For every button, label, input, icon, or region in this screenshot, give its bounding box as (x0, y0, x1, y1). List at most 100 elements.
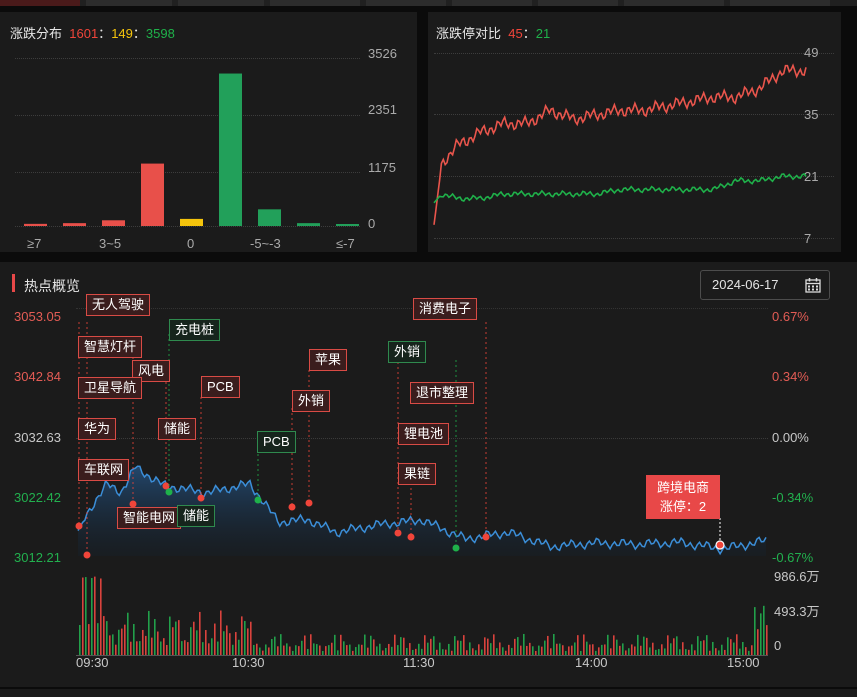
volume-bar (136, 641, 138, 655)
bar (180, 218, 203, 226)
hot-tag[interactable]: 风电 (132, 360, 171, 382)
volume-bar (583, 634, 585, 655)
volume-bar (361, 644, 363, 655)
y-tick: 49 (804, 45, 819, 60)
hot-tag[interactable]: 储能 (177, 505, 216, 527)
volume-bar (442, 649, 444, 655)
tab-4[interactable] (270, 0, 360, 6)
volume-bar (481, 649, 483, 655)
hot-tag[interactable]: 退市整理 (410, 382, 475, 404)
volume-bar (595, 650, 597, 655)
volume-bar (598, 647, 600, 655)
volume-bar (424, 635, 426, 655)
event-marker (162, 482, 170, 490)
bar (102, 220, 125, 226)
down-count: 3598 (145, 26, 175, 41)
volume-bar (91, 577, 93, 655)
tab-8[interactable] (624, 0, 724, 6)
hot-tag[interactable]: 智能电网 (117, 507, 182, 529)
volume-bar (529, 642, 531, 655)
hot-tag[interactable]: 车联网 (78, 459, 130, 481)
volume-bar (553, 634, 555, 655)
volume-bar (757, 629, 759, 655)
tab-6[interactable] (452, 0, 532, 6)
volume-bar (676, 636, 678, 655)
date-picker[interactable]: 2024-06-17 (700, 270, 830, 300)
event-marker (288, 503, 296, 511)
volume-bar (214, 623, 216, 655)
volume-bar (397, 645, 399, 655)
volume-bar (112, 634, 114, 655)
volume-bar (535, 650, 537, 655)
volume-bar (544, 640, 546, 655)
volume-bar (526, 645, 528, 655)
volume-bar (637, 634, 639, 655)
volume-bar (241, 616, 243, 655)
price-tick: 3012.21 (14, 550, 61, 565)
volume-bar (286, 643, 288, 655)
hot-tag[interactable]: 充电桩 (169, 319, 221, 341)
hot-tag[interactable]: 消费电子 (413, 298, 478, 320)
grid-line (15, 172, 360, 173)
tab-active[interactable] (0, 0, 80, 6)
volume-bar (427, 642, 429, 655)
tab-2[interactable] (86, 0, 172, 6)
distribution-panel: 涨跌分布 1601：149：3598 3526 2351 1175 0 ≥7 3… (0, 12, 417, 252)
tab-9[interactable] (730, 0, 830, 6)
hot-tag[interactable]: 锂电池 (398, 423, 450, 445)
volume-bar (130, 641, 132, 655)
volume-bar (724, 649, 726, 655)
hot-tag[interactable]: 华为 (78, 418, 117, 440)
volume-bar (592, 644, 594, 655)
hot-tag[interactable]: 储能 (158, 418, 197, 440)
volume-bar (448, 643, 450, 655)
volume-bar (208, 643, 210, 655)
volume-bar (217, 641, 219, 655)
up-count: 1601 (69, 26, 99, 41)
volume-bar (631, 644, 633, 655)
volume-bar (457, 640, 459, 655)
volume-bar (376, 646, 378, 655)
volume-bar (334, 634, 336, 655)
hot-tag[interactable]: 苹果 (309, 349, 348, 371)
series-line (433, 63, 807, 225)
volume-bar (670, 643, 672, 655)
volume-bar (586, 641, 588, 655)
volume-bar (616, 639, 618, 655)
hot-tag[interactable]: 外销 (292, 390, 331, 412)
x-label: ≤-7 (336, 236, 355, 251)
volume-bar (739, 648, 741, 655)
volume-bar (115, 644, 117, 655)
volume-bar (349, 644, 351, 655)
tab-3[interactable] (178, 0, 264, 6)
tab-7[interactable] (538, 0, 618, 6)
volume-bar (652, 642, 654, 655)
hot-tag[interactable]: 智慧灯杆 (78, 336, 143, 358)
hot-tag[interactable]: 卫星导航 (78, 377, 143, 399)
volume-bar (463, 635, 465, 655)
volume-bar (445, 649, 447, 655)
volume-bar (619, 645, 621, 655)
hot-tag[interactable]: PCB (257, 431, 296, 453)
volume-bar (625, 650, 627, 655)
hot-tag[interactable]: 外销 (388, 341, 427, 363)
time-label: 15:00 (727, 655, 760, 670)
volume-bar (88, 624, 90, 655)
volume-bar (412, 649, 414, 655)
volume-bar (319, 645, 321, 655)
volume-bar (748, 650, 750, 655)
volume-bar (100, 578, 102, 655)
hot-tag[interactable]: 无人驾驶 (86, 294, 151, 316)
hot-tag[interactable]: PCB (201, 376, 240, 398)
limit-header: 涨跌停对比 45：21 (436, 23, 550, 42)
volume-bar (325, 646, 327, 655)
volume-bar (568, 646, 570, 655)
calendar-icon[interactable] (805, 277, 821, 293)
tab-5[interactable] (366, 0, 446, 6)
callout-box[interactable]: 跨境电商 涨停：2 (646, 475, 720, 519)
x-label: 3~5 (99, 236, 122, 251)
volume-bar (178, 620, 180, 655)
volume-bar (151, 637, 153, 655)
volume-bar (709, 650, 711, 655)
hot-tag[interactable]: 果链 (398, 463, 437, 485)
